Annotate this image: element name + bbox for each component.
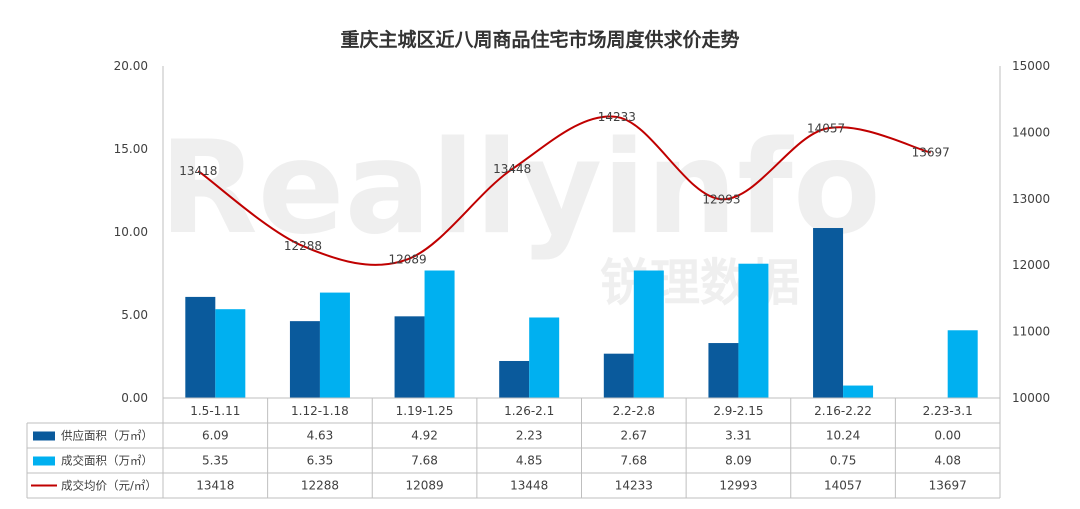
legend-label: 供应面积（万㎡） bbox=[61, 429, 153, 443]
table-cell: 10.24 bbox=[826, 429, 860, 443]
supply-bar bbox=[394, 316, 425, 398]
supply-bar bbox=[499, 360, 530, 398]
supply-bar bbox=[813, 228, 844, 398]
table-cell: 13418 bbox=[196, 479, 234, 493]
table-cell: 4.63 bbox=[307, 429, 334, 443]
price-data-label: 14233 bbox=[598, 110, 636, 124]
table-cell: 0.75 bbox=[830, 454, 857, 468]
right-tick-label: 15000 bbox=[1012, 59, 1050, 73]
table-cell: 7.68 bbox=[411, 454, 438, 468]
table-cell: 0.00 bbox=[934, 429, 961, 443]
left-tick-label: 10.00 bbox=[114, 225, 148, 239]
supply-bar bbox=[289, 321, 320, 398]
category-label: 2.2-2.8 bbox=[613, 404, 656, 418]
table-cell: 7.68 bbox=[620, 454, 647, 468]
price-data-label: 12089 bbox=[388, 252, 426, 266]
deal-bar bbox=[947, 330, 978, 398]
price-data-label: 12288 bbox=[284, 239, 322, 253]
deal-bar bbox=[424, 270, 455, 398]
watermark-latin: Reallyinfo bbox=[159, 114, 881, 263]
supply-bar bbox=[708, 343, 739, 398]
deal-bar bbox=[843, 385, 874, 398]
price-data-label: 13697 bbox=[912, 146, 950, 160]
table-cell: 2.67 bbox=[620, 429, 647, 443]
left-tick-label: 5.00 bbox=[121, 308, 148, 322]
data-table: 1.5-1.11 1.12-1.18 1.19-1.25 1.26-2.1 2.2-2.… bbox=[26, 397, 1001, 499]
watermark: Reallyinfo 锐理数据 bbox=[159, 114, 881, 312]
legend-label: 成交均价（元/㎡） bbox=[61, 479, 157, 493]
left-tick-label: 0.00 bbox=[121, 391, 148, 405]
table-cell: 4.08 bbox=[934, 454, 961, 468]
category-label: 2.16-2.22 bbox=[814, 404, 872, 418]
supply-bar bbox=[603, 353, 634, 398]
category-label: 1.26-2.1 bbox=[504, 404, 554, 418]
legend-swatch bbox=[33, 456, 55, 466]
price-data-label: 13448 bbox=[493, 162, 531, 176]
right-tick-label: 13000 bbox=[1012, 192, 1050, 206]
left-tick-label: 20.00 bbox=[114, 59, 148, 73]
category-label: 2.9-2.15 bbox=[713, 404, 763, 418]
price-data-label: 14057 bbox=[807, 122, 845, 136]
table-cell: 4.92 bbox=[411, 429, 438, 443]
price-data-label: 12993 bbox=[702, 192, 740, 206]
right-tick-label: 11000 bbox=[1012, 325, 1050, 339]
chart-title: 重庆主城区近八周商品住宅市场周度供求价走势 bbox=[340, 28, 739, 51]
category-label: 1.12-1.18 bbox=[291, 404, 349, 418]
table-cell: 5.35 bbox=[202, 454, 229, 468]
price-line-path bbox=[197, 115, 931, 266]
left-tick-label: 15.00 bbox=[114, 142, 148, 156]
deal-bar bbox=[633, 270, 664, 398]
table-cell: 14233 bbox=[615, 479, 653, 493]
table-cell: 6.09 bbox=[202, 429, 229, 443]
deal-bar bbox=[738, 263, 769, 398]
supply-bar bbox=[185, 296, 216, 398]
price-line bbox=[197, 115, 931, 266]
category-label: 2.23-3.1 bbox=[923, 404, 973, 418]
table-cell: 14057 bbox=[824, 479, 862, 493]
table-cell: 4.85 bbox=[516, 454, 543, 468]
right-tick-label: 10000 bbox=[1012, 391, 1050, 405]
right-axis: 10000 11000 12000 13000 14000 15000 bbox=[999, 59, 1050, 405]
left-axis: 0.00 5.00 10.00 15.00 20.00 bbox=[114, 59, 164, 405]
deal-bar bbox=[319, 292, 350, 398]
deal-bar bbox=[529, 317, 560, 398]
table-cell: 13448 bbox=[510, 479, 548, 493]
category-label: 1.5-1.11 bbox=[190, 404, 240, 418]
table-cell: 3.31 bbox=[725, 429, 752, 443]
watermark-chinese: 锐理数据 bbox=[600, 254, 800, 312]
category-label: 1.19-1.25 bbox=[396, 404, 454, 418]
table-cell: 12993 bbox=[719, 479, 757, 493]
table-cell: 6.35 bbox=[307, 454, 334, 468]
legend-label: 成交面积（万㎡） bbox=[61, 454, 153, 468]
right-tick-label: 14000 bbox=[1012, 125, 1050, 139]
table-cell: 2.23 bbox=[516, 429, 543, 443]
table-cell: 13697 bbox=[929, 479, 967, 493]
deal-bar bbox=[215, 309, 246, 398]
legend-swatch bbox=[33, 431, 55, 441]
right-tick-label: 12000 bbox=[1012, 258, 1050, 272]
table-cell: 12089 bbox=[405, 479, 443, 493]
table-cell: 12288 bbox=[301, 479, 339, 493]
table-cell: 8.09 bbox=[725, 454, 752, 468]
price-data-label: 13418 bbox=[179, 164, 217, 178]
bars bbox=[185, 228, 978, 398]
price-line-labels: 13418 12288 12089 13448 14233 12993 14057 13697 bbox=[179, 110, 950, 266]
